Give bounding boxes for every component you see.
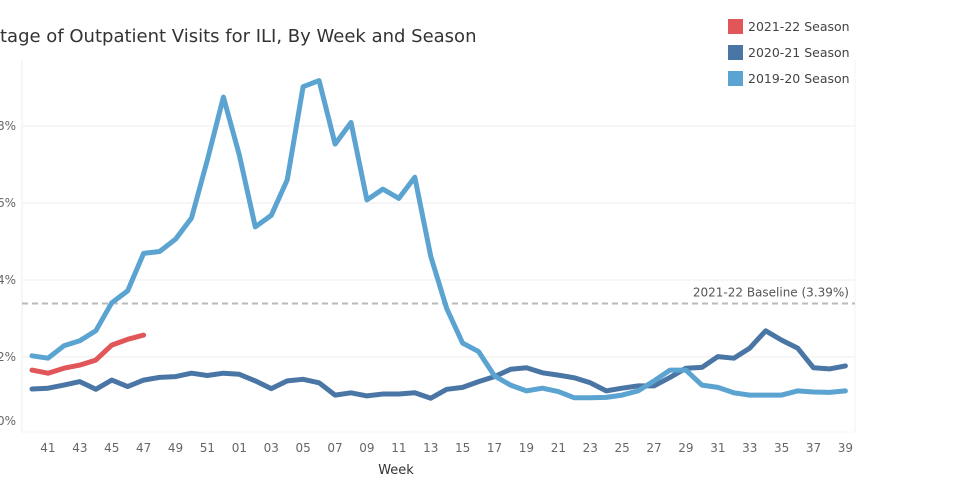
series-line-2021-22 [29, 332, 147, 376]
x-tick-label: 03 [264, 441, 279, 455]
x-tick-label: 01 [232, 441, 247, 455]
x-tick-label: 35 [774, 441, 789, 455]
x-tick-label: 25 [615, 441, 630, 455]
x-tick-label: 17 [487, 441, 502, 455]
x-axis-title: Week [378, 463, 414, 478]
x-axis-ticks: 41 43 45 47 49 51 01 03 05 07 09 11 13 15 17 19 21 23 25 27… [40, 441, 853, 455]
legend-label-2019-20: 2019-20 Season [748, 71, 850, 86]
x-tick-label: 37 [806, 441, 821, 455]
x-tick-label: 09 [359, 441, 374, 455]
legend: 2021-22 Season 2020-21 Season 2019-20 Se… [728, 19, 850, 86]
baseline-label: 2021-22 Baseline (3.39%) [693, 285, 849, 299]
y-tick-label: 4% [0, 273, 16, 287]
x-tick-label: 47 [136, 441, 151, 455]
x-tick-label: 41 [40, 441, 55, 455]
x-tick-label: 31 [710, 441, 725, 455]
legend-swatch-2021-22 [728, 19, 743, 34]
x-tick-label: 07 [327, 441, 342, 455]
series-lines [29, 78, 848, 401]
y-tick-label: 2% [0, 350, 16, 364]
x-tick-label: 45 [104, 441, 119, 455]
legend-label-2021-22: 2021-22 Season [748, 19, 850, 34]
y-tick-label: 8% [0, 119, 16, 133]
x-tick-label: 43 [72, 441, 87, 455]
x-tick-label: 19 [519, 441, 534, 455]
y-tick-label: 0% [0, 414, 16, 428]
x-tick-label: 23 [583, 441, 598, 455]
legend-swatch-2019-20 [728, 71, 743, 86]
legend-swatch-2020-21 [728, 45, 743, 60]
series-line-2020-21 [29, 328, 848, 401]
legend-label-2020-21: 2020-21 Season [748, 45, 850, 60]
gridlines [21, 60, 856, 433]
y-axis-ticks: 0% 2% 4% 6% 8% [0, 119, 16, 428]
y-tick-label: 6% [0, 196, 16, 210]
x-tick-label: 21 [551, 441, 566, 455]
x-tick-label: 13 [423, 441, 438, 455]
x-tick-label: 39 [838, 441, 853, 455]
x-tick-label: 33 [742, 441, 757, 455]
x-tick-label: 27 [646, 441, 661, 455]
x-tick-label: 05 [296, 441, 311, 455]
x-tick-label: 51 [200, 441, 215, 455]
x-tick-label: 49 [168, 441, 183, 455]
x-tick-label: 11 [391, 441, 406, 455]
x-tick-label: 15 [455, 441, 470, 455]
series-line-2019-20 [29, 78, 848, 401]
chart-title: tage of Outpatient Visits for ILI, By We… [0, 26, 476, 47]
x-tick-label: 29 [678, 441, 693, 455]
